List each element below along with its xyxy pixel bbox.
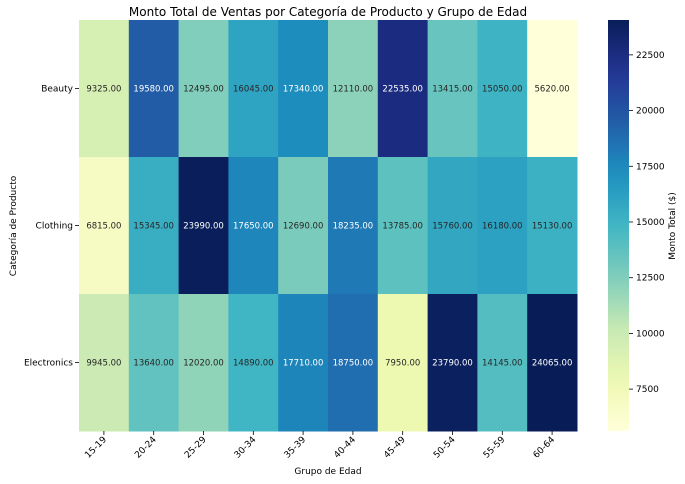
heatmap-cell	[477, 20, 528, 158]
heatmap-cell	[527, 157, 578, 295]
colorbar-tick-label: 12500	[636, 274, 665, 284]
heatmap-cell	[79, 157, 130, 295]
colorbar-tick-label: 22500	[636, 51, 665, 61]
heatmap-cell	[79, 294, 130, 432]
colorbar-tick-label: 10000	[636, 329, 665, 339]
x-tick-label: 60-64	[532, 435, 558, 461]
cell-value-label: 23790.00	[432, 359, 473, 369]
heatmap-cell	[128, 20, 180, 158]
cell-value-label: 12020.00	[183, 359, 224, 369]
cell-value-label: 18750.00	[333, 359, 374, 369]
heatmap-cell	[377, 294, 429, 432]
heatmap-cell	[278, 157, 329, 295]
cell-value-label: 13640.00	[133, 359, 174, 369]
chart-title: Monto Total de Ventas por Categoría de P…	[129, 5, 527, 19]
heatmap-cell	[228, 20, 279, 158]
cell-value-label: 14890.00	[233, 359, 274, 369]
colorbar-tick-label: 15000	[636, 218, 665, 228]
colorbar-label: Monto Total ($)	[668, 192, 678, 260]
heatmap-cell	[477, 294, 528, 432]
cell-value-label: 9325.00	[86, 85, 121, 95]
x-axis-ticks: 15-19 20-24 25-29 30-34 35-39 40-44 45-49 50-54…	[83, 431, 557, 461]
colorbar-tick-label: 20000	[636, 107, 665, 117]
cell-value-label: 7950.00	[385, 359, 420, 369]
heatmap-cell	[527, 294, 578, 432]
heatmap-cell	[178, 20, 229, 158]
cell-value-label: 23990.00	[183, 222, 224, 232]
heatmap-cell	[278, 294, 329, 432]
colorbar-tick-label: 7500	[636, 385, 659, 395]
cell-value-label: 12690.00	[283, 222, 324, 232]
cell-value-label: 13785.00	[382, 222, 423, 232]
cell-value-label: 16045.00	[233, 85, 274, 95]
heatmap-cell	[377, 20, 429, 158]
heatmap-cell	[79, 20, 130, 158]
heatmap-cell	[178, 157, 229, 295]
cell-value-label: 5620.00	[535, 85, 570, 95]
cell-value-label: 15050.00	[482, 85, 523, 95]
x-tick-label: 55-59	[482, 435, 508, 461]
colorbar-gradient	[608, 20, 629, 431]
cell-value-label: 17650.00	[233, 222, 274, 232]
cell-value-label: 17710.00	[283, 359, 324, 369]
colorbar: 7500 10000 12500 15000 17500 20000 22500	[608, 20, 665, 431]
heatmap-cell	[427, 20, 478, 158]
cell-value-label: 15345.00	[133, 222, 174, 232]
heatmap-cell	[427, 157, 478, 295]
x-tick-label: 45-49	[382, 435, 408, 461]
cell-value-label: 19580.00	[133, 85, 174, 95]
x-tick-label: 50-54	[432, 435, 458, 461]
cell-value-label: 6815.00	[86, 222, 121, 232]
y-tick-label: Clothing	[36, 222, 73, 232]
y-axis-ticks: Beauty Clothing Electronics	[24, 85, 79, 369]
cell-value-label: 15760.00	[432, 222, 473, 232]
heatmap-cell	[377, 157, 429, 295]
y-tick-label: Beauty	[41, 85, 73, 95]
heatmap-cell	[328, 294, 379, 432]
heatmap-cell	[128, 157, 180, 295]
heatmap-cells: 9325.00 19580.00 12495.00 16045.00 17340.00 1…	[79, 20, 578, 432]
heatmap-cell	[178, 294, 229, 432]
cell-value-label: 22535.00	[382, 85, 423, 95]
x-tick-label: 30-34	[233, 435, 259, 461]
x-tick-label: 20-24	[133, 435, 159, 461]
x-tick-label: 15-19	[83, 435, 109, 461]
cell-value-label: 14145.00	[482, 359, 523, 369]
heatmap-cell	[328, 157, 379, 295]
x-axis-label: Grupo de Edad	[294, 467, 361, 477]
cell-value-label: 17340.00	[283, 85, 324, 95]
cell-value-label: 18235.00	[333, 222, 374, 232]
heatmap-cell	[527, 20, 578, 158]
cell-value-label: 16180.00	[482, 222, 523, 232]
cell-value-label: 9945.00	[86, 359, 121, 369]
heatmap-cell	[278, 20, 329, 158]
colorbar-tick-label: 17500	[636, 162, 665, 172]
x-tick-label: 25-29	[183, 435, 209, 461]
cell-value-label: 24065.00	[532, 359, 573, 369]
cell-value-label: 15130.00	[532, 222, 573, 232]
y-tick-label: Electronics	[24, 359, 73, 369]
x-tick-label: 40-44	[332, 435, 358, 461]
cell-value-label: 12110.00	[333, 85, 374, 95]
heatmap-cell	[477, 157, 528, 295]
cell-value-label: 13415.00	[432, 85, 473, 95]
heatmap-cell	[427, 294, 478, 432]
y-axis-label: Categoría de Producto	[9, 175, 19, 276]
cell-value-label: 12495.00	[183, 85, 224, 95]
x-tick-label: 35-39	[283, 435, 309, 461]
heatmap-cell	[328, 20, 379, 158]
heatmap-cell	[228, 157, 279, 295]
heatmap-cell	[128, 294, 180, 432]
heatmap-cell	[228, 294, 279, 432]
